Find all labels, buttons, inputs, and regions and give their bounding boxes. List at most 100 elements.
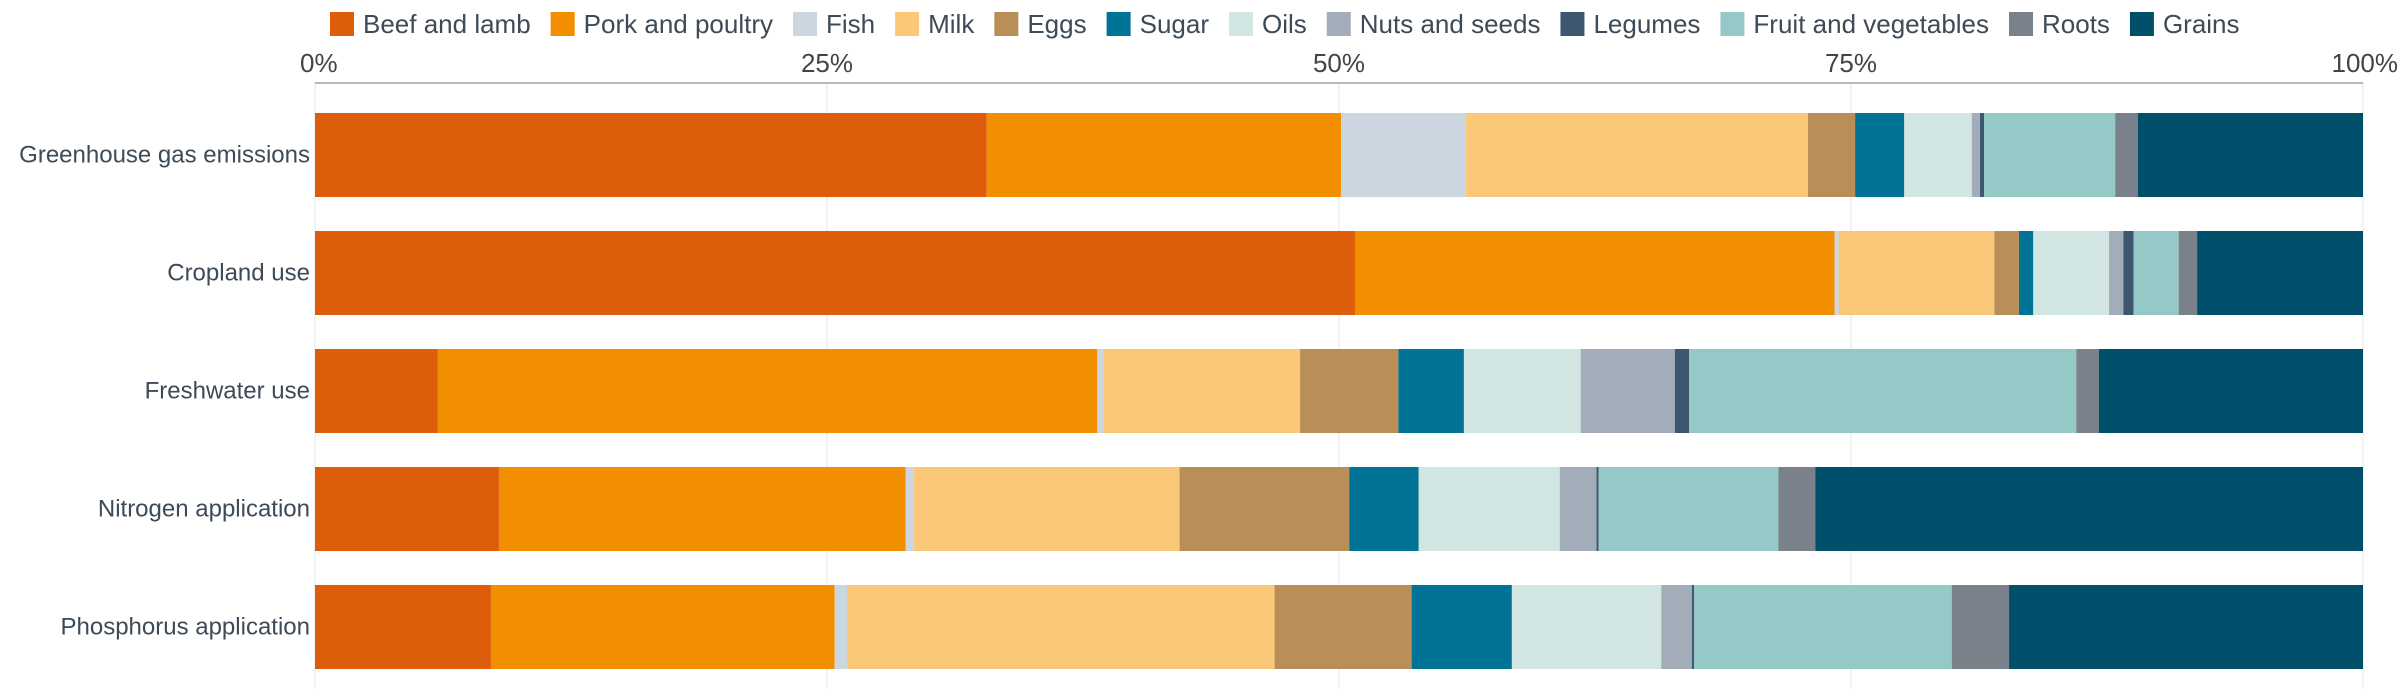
- legend-swatch: [1229, 12, 1253, 36]
- legend-item-roots[interactable]: Roots: [2009, 9, 2110, 39]
- legend-item-fruit-and-vegetables[interactable]: Fruit and vegetables: [1720, 9, 1989, 39]
- legend-item-nuts-and-seeds[interactable]: Nuts and seeds: [1326, 9, 1541, 39]
- x-tick-label: 100%: [2332, 48, 2399, 78]
- bar-segment-sugar[interactable]: [1855, 113, 1905, 197]
- bar-segment-milk[interactable]: [846, 585, 1275, 669]
- legend-swatch: [1326, 12, 1351, 36]
- bar-segment-milk[interactable]: [1838, 231, 1995, 315]
- bar-segment-fruit-and-vegetables[interactable]: [1984, 113, 2116, 197]
- bar-segment-sugar[interactable]: [2018, 231, 2034, 315]
- bars: [315, 113, 2363, 669]
- bar-segment-roots[interactable]: [2178, 231, 2198, 315]
- bar-segment-pork-and-poultry[interactable]: [490, 585, 835, 669]
- bar-segment-nuts-and-seeds[interactable]: [1559, 467, 1597, 551]
- bar-segment-eggs[interactable]: [1994, 231, 2019, 315]
- bar-segment-fruit-and-vegetables[interactable]: [1598, 467, 1779, 551]
- bar-segment-roots[interactable]: [1778, 467, 1816, 551]
- legend-item-sugar[interactable]: Sugar: [1106, 9, 1210, 39]
- bar-segment-roots[interactable]: [2076, 349, 2099, 433]
- legend-swatch: [550, 12, 575, 36]
- bar-segment-oils[interactable]: [1904, 113, 1972, 197]
- bar-segment-fish[interactable]: [1097, 349, 1104, 433]
- bar-segment-pork-and-poultry[interactable]: [1355, 231, 1835, 315]
- category-label: Phosphorus application: [60, 614, 310, 641]
- legend-swatch: [2009, 12, 2034, 36]
- bar-segment-eggs[interactable]: [1807, 113, 1856, 197]
- bar-row-greenhouse-gas-emissions: [315, 113, 2363, 197]
- bar-segment-nuts-and-seeds[interactable]: [1971, 113, 1981, 197]
- legend-item-eggs[interactable]: Eggs: [994, 9, 1087, 39]
- bar-segment-grains[interactable]: [2197, 231, 2363, 315]
- bar-segment-roots[interactable]: [2115, 113, 2138, 197]
- bar-segment-grains[interactable]: [2137, 113, 2363, 197]
- bar-segment-pork-and-poultry[interactable]: [986, 113, 1342, 197]
- bar-segment-fish[interactable]: [905, 467, 914, 551]
- legend-item-oils[interactable]: Oils: [1229, 9, 1307, 39]
- bar-segment-milk[interactable]: [1465, 113, 1808, 197]
- bar-segment-oils[interactable]: [1511, 585, 1662, 669]
- bar-segment-legumes[interactable]: [2123, 231, 2134, 315]
- bar-segment-legumes[interactable]: [1980, 113, 1985, 197]
- category-label: Cropland use: [167, 260, 310, 287]
- bar-row-phosphorus-application: [315, 585, 2363, 669]
- legend-swatch: [1560, 12, 1585, 36]
- bar-segment-sugar[interactable]: [1349, 467, 1419, 551]
- bar-segment-milk[interactable]: [913, 467, 1180, 551]
- legend-label: Fruit and vegetables: [1753, 9, 1989, 39]
- bar-segment-oils[interactable]: [1418, 467, 1560, 551]
- bar-segment-oils[interactable]: [2033, 231, 2110, 315]
- bar-segment-legumes[interactable]: [1691, 585, 1694, 669]
- legend-label: Roots: [2042, 9, 2110, 39]
- bar-segment-grains[interactable]: [2009, 585, 2363, 669]
- bar-segment-nuts-and-seeds[interactable]: [2109, 231, 2124, 315]
- legend-swatch: [330, 12, 354, 36]
- bar-segment-beef-and-lamb[interactable]: [315, 585, 491, 669]
- bar-segment-beef-and-lamb[interactable]: [315, 349, 438, 433]
- bar-segment-legumes[interactable]: [1596, 467, 1599, 551]
- category-label: Greenhouse gas emissions: [19, 142, 310, 169]
- legend-item-beef-and-lamb[interactable]: Beef and lamb: [330, 9, 531, 39]
- bar-segment-fish[interactable]: [834, 585, 847, 669]
- bar-segment-pork-and-poultry[interactable]: [498, 467, 906, 551]
- bar-segment-eggs[interactable]: [1274, 585, 1412, 669]
- legend-item-grains[interactable]: Grains: [2129, 9, 2240, 39]
- bar-segment-fruit-and-vegetables[interactable]: [1689, 349, 2077, 433]
- bar-segment-legumes[interactable]: [1674, 349, 1690, 433]
- category-labels: Greenhouse gas emissions Cropland use Fres…: [19, 142, 310, 641]
- bar-segment-oils[interactable]: [1463, 349, 1581, 433]
- legend-swatch: [793, 12, 817, 36]
- legend-item-pork-and-poultry[interactable]: Pork and poultry: [550, 9, 773, 39]
- bar-segment-grains[interactable]: [2098, 349, 2363, 433]
- legend-label: Eggs: [1027, 9, 1086, 39]
- bar-segment-grains[interactable]: [1815, 467, 2363, 551]
- bar-segment-roots[interactable]: [1951, 585, 2010, 669]
- legend-label: Pork and poultry: [584, 9, 773, 39]
- legend-item-legumes[interactable]: Legumes: [1560, 9, 1700, 39]
- legend-label: Sugar: [1140, 9, 1210, 39]
- legend-item-milk[interactable]: Milk: [895, 9, 975, 39]
- bar-segment-fruit-and-vegetables[interactable]: [2133, 231, 2179, 315]
- bar-segment-beef-and-lamb[interactable]: [315, 113, 987, 197]
- bar-segment-eggs[interactable]: [1300, 349, 1399, 433]
- bar-segment-nuts-and-seeds[interactable]: [1580, 349, 1675, 433]
- bar-segment-sugar[interactable]: [1398, 349, 1464, 433]
- bar-segment-beef-and-lamb[interactable]: [315, 231, 1356, 315]
- bar-segment-fruit-and-vegetables[interactable]: [1693, 585, 1952, 669]
- bar-segment-nuts-and-seeds[interactable]: [1661, 585, 1692, 669]
- bar-segment-eggs[interactable]: [1179, 467, 1350, 551]
- x-tick-label: 25%: [801, 48, 853, 78]
- x-tick-label: 0%: [300, 48, 338, 78]
- bar-segment-sugar[interactable]: [1411, 585, 1512, 669]
- bar-segment-fish[interactable]: [1341, 113, 1466, 197]
- legend-label: Fish: [826, 9, 875, 39]
- bar-row-nitrogen-application: [315, 467, 2363, 551]
- legend-item-fish[interactable]: Fish: [793, 9, 875, 39]
- bar-segment-fish[interactable]: [1834, 231, 1839, 315]
- bar-segment-pork-and-poultry[interactable]: [437, 349, 1098, 433]
- category-label: Nitrogen application: [98, 496, 310, 523]
- legend: Beef and lamb Pork and poultry Fish Milk Egg…: [330, 9, 2240, 39]
- legend-swatch: [2129, 12, 2154, 36]
- bar-segment-beef-and-lamb[interactable]: [315, 467, 499, 551]
- bar-segment-milk[interactable]: [1103, 349, 1301, 433]
